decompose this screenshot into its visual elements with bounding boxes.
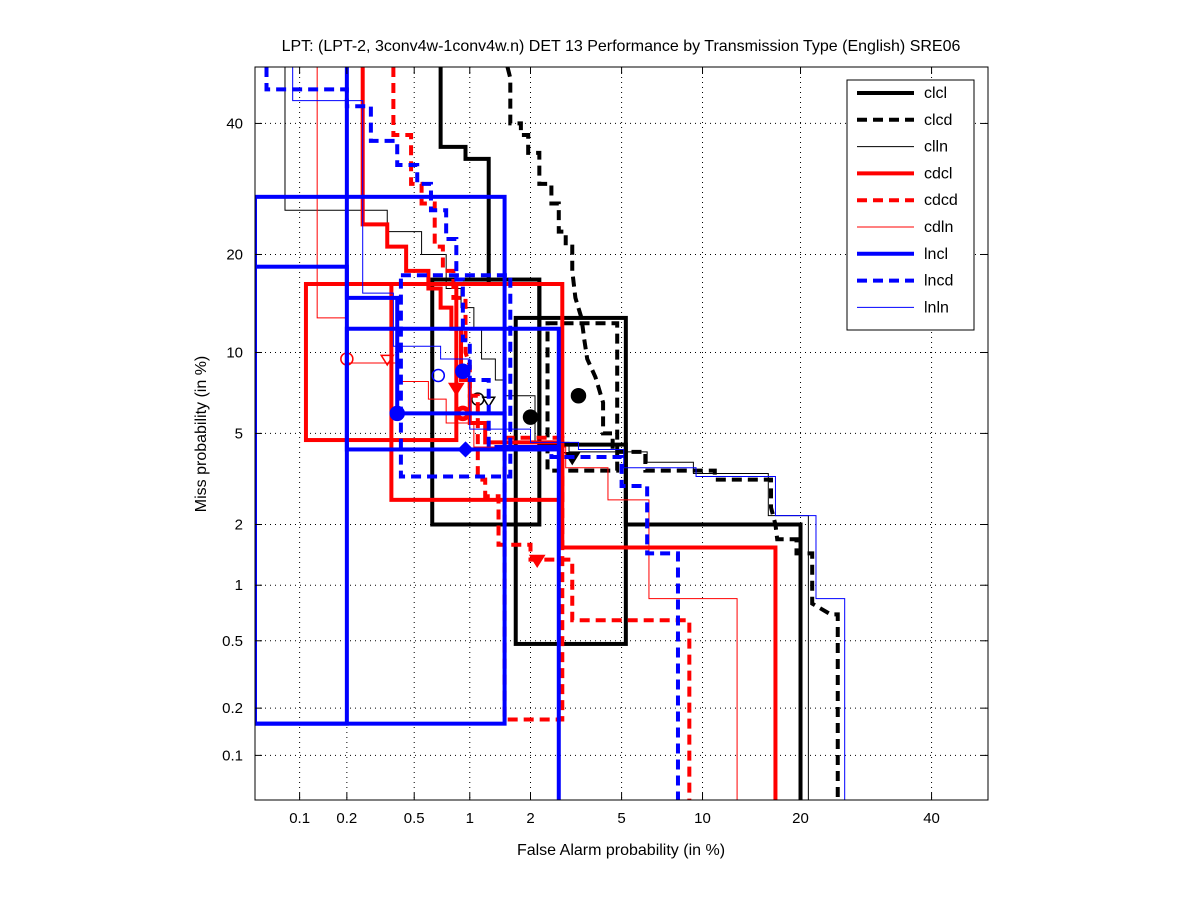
legend-label: lncd [924, 273, 953, 290]
clcd-confidence-box [545, 321, 620, 473]
legend-label: cdln [924, 219, 953, 236]
circle-marker [522, 409, 539, 425]
cdcd-confidence-box [502, 435, 565, 722]
axes-frame [254, 66, 989, 801]
legend-label: clcl [924, 85, 947, 102]
legend-label: cdcl [924, 165, 952, 182]
clcl-confidence-box [513, 315, 628, 646]
cdln-det-curve [316, 67, 738, 800]
y-tick-label: 10 [226, 344, 243, 361]
cdcd-det-curve [391, 67, 692, 800]
circle-marker [431, 368, 446, 383]
lnln-det-curve [292, 67, 846, 800]
y-tick-label: 0.2 [222, 700, 243, 717]
lncl-confidence-box [255, 194, 507, 726]
cdcl-det-curve [360, 67, 778, 800]
legend-label: clln [924, 139, 948, 156]
clln-det-curve [284, 67, 809, 800]
x-tick-label: 10 [694, 810, 711, 827]
y-tick-label: 5 [235, 425, 243, 442]
x-tick-label: 0.2 [336, 810, 357, 827]
legend-label: lncl [924, 246, 948, 263]
y-tick-label: 0.5 [222, 633, 243, 650]
axis-ticks: 0.1 0.2 0.5 1 2 5 10 20 40 0.1 0.2 0.5 1 2 5 10 20 40 [222, 67, 988, 827]
x-tick-label: 20 [792, 810, 809, 827]
y-tick-label: 2 [235, 516, 243, 533]
legend-label: cdcd [924, 192, 958, 209]
x-axis-label: False Alarm probability (in %) [517, 842, 725, 859]
circle-marker [455, 363, 471, 379]
plot-area [255, 67, 846, 800]
triangle-marker [379, 354, 395, 367]
clcd-det-curve [505, 67, 840, 800]
x-tick-label: 1 [466, 810, 474, 827]
lncd-confidence-box [398, 273, 513, 479]
legend-label: clcd [924, 112, 952, 129]
legend: clcl clcd clln cdcl cdcd cdln lncl lncd lnln [846, 79, 975, 331]
y-tick-label: 0.1 [222, 747, 243, 764]
x-tick-label: 0.1 [289, 810, 310, 827]
cdcl-confidence-box [389, 281, 565, 502]
legend-label: lnln [924, 299, 949, 316]
triangle-marker [447, 382, 465, 397]
lncl-confidence-box [255, 264, 349, 726]
x-tick-label: 2 [526, 810, 534, 827]
y-tick-label: 20 [226, 246, 243, 263]
y-tick-label: 1 [235, 577, 243, 594]
lncl-confidence-box [344, 326, 561, 452]
x-tick-label: 40 [923, 810, 940, 827]
x-tick-label: 0.5 [404, 810, 425, 827]
lncl-det-curve [344, 67, 561, 800]
x-tick-label: 5 [617, 810, 625, 827]
legend-box [846, 79, 975, 331]
chart-title: LPT: (LPT-2, 3conv4w-1conv4w.n) DET 13 P… [282, 38, 961, 55]
y-axis-label: Miss probability (in %) [193, 356, 210, 512]
circle-marker [570, 387, 587, 404]
diamond-marker [457, 441, 474, 458]
cdcl-confidence-box [303, 281, 459, 443]
y-tick-label: 40 [226, 115, 243, 132]
